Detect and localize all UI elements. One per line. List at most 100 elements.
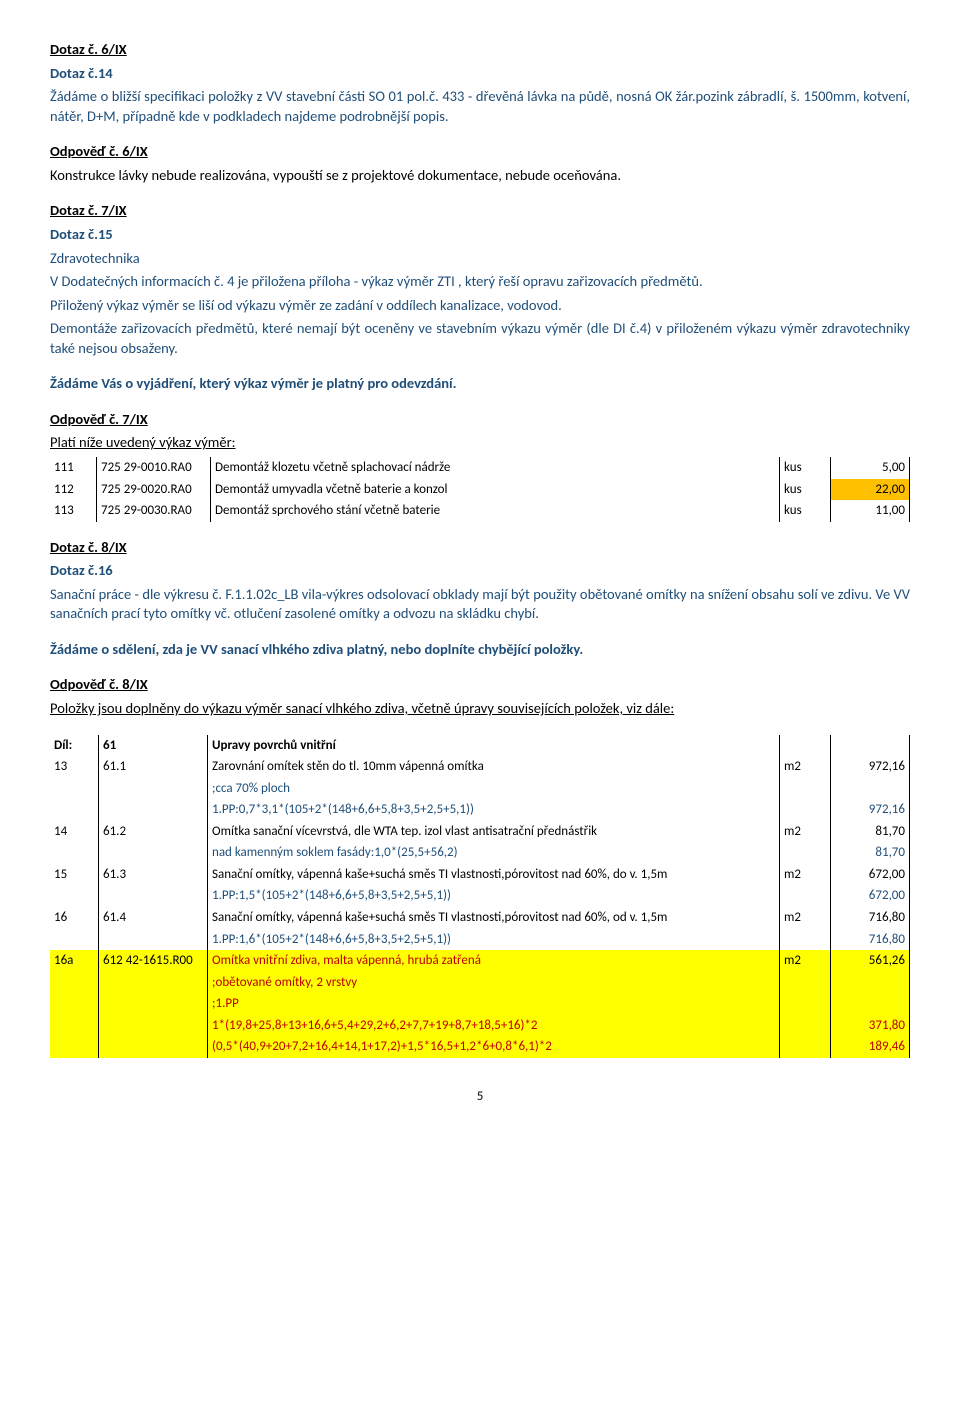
table-header: Díl:61Upravy povrchů vnitřní <box>50 735 910 757</box>
table-row: 113725 29-0030.RA0Demontáž sprchového st… <box>50 500 910 522</box>
table-row: 1.PP:0,7*3,1*(105+2*(148+6,6+5,8+3,5+2,5… <box>50 799 910 821</box>
row-val <box>831 993 910 1015</box>
row-unit: kus <box>780 479 831 501</box>
row-desc: 1.PP:1,6*(105+2*(148+6,6+5,8+3,5+2,5+5,1… <box>208 929 780 951</box>
question-7: Dotaz č. 7/IX Dotaz č.15 Zdravotechnika … <box>50 201 910 358</box>
row-val: 672,00 <box>831 864 910 886</box>
row-desc: 1*(19,8+25,8+13+16,6+5,4+29,2+6,2+7,7+19… <box>208 1015 780 1037</box>
table-row: 1561.3Sanační omítky, vápenná kaše+suchá… <box>50 864 910 886</box>
row-val: 561,26 <box>831 950 910 972</box>
row-desc: Demontáž umyvadla včetně baterie a konzo… <box>211 479 780 501</box>
row-val: 81,70 <box>831 821 910 843</box>
row-unit: kus <box>780 500 831 522</box>
row-val: 972,16 <box>831 799 910 821</box>
row-num: 16 <box>50 907 99 929</box>
row-code: 725 29-0010.RA0 <box>97 457 211 479</box>
table-row: 112725 29-0020.RA0Demontáž umyvadla včet… <box>50 479 910 501</box>
table-row: (0,5*(40,9+20+7,2+16,4+14,1+17,2)+1,5*16… <box>50 1036 910 1058</box>
row-val: 22,00 <box>831 479 910 501</box>
row-val: 5,00 <box>831 457 910 479</box>
table-row: ;obětované omítky, 2 vrstvy <box>50 972 910 994</box>
row-desc: 1.PP:0,7*3,1*(105+2*(148+6,6+5,8+3,5+2,5… <box>208 799 780 821</box>
row-unit: m2 <box>780 821 831 843</box>
row-desc: ;obětované omítky, 2 vrstvy <box>208 972 780 994</box>
q6-sub: Dotaz č.14 <box>50 64 910 84</box>
row-desc: Demontáž klozetu včetně splachovací nádr… <box>211 457 780 479</box>
row-desc: ;1.PP <box>208 993 780 1015</box>
row-val: 716,80 <box>831 907 910 929</box>
a8-sub: Položky jsou doplněny do výkazu výměr sa… <box>50 699 910 719</box>
row-unit: m2 <box>780 756 831 778</box>
row-val: 11,00 <box>831 500 910 522</box>
q8-sub: Dotaz č.16 <box>50 561 910 581</box>
row-desc: Demontáž sprchového stání včetně baterie <box>211 500 780 522</box>
table-row: nad kamenným soklem fasády:1,0*(25,5+56,… <box>50 842 910 864</box>
row-code: 725 29-0030.RA0 <box>97 500 211 522</box>
q6-title: Dotaz č. 6/IX <box>50 40 910 60</box>
row-code: 61.3 <box>99 864 208 886</box>
row-unit: m2 <box>780 950 831 972</box>
q7-body3: Demontáže zařizovacích předmětů, které n… <box>50 319 910 358</box>
row-val <box>831 972 910 994</box>
row-num: 112 <box>50 479 97 501</box>
q8-ask: Žádáme o sdělení, zda je VV sanací vlhké… <box>50 640 910 660</box>
row-unit: m2 <box>780 907 831 929</box>
row-val: 81,70 <box>831 842 910 864</box>
row-num: 15 <box>50 864 99 886</box>
row-desc: Omítka vnitřní zdiva, malta vápenná, hru… <box>208 950 780 972</box>
row-desc: Sanační omítky, vápenná kaše+suchá směs … <box>208 907 780 929</box>
question-8: Dotaz č. 8/IX Dotaz č.16 Sanační práce -… <box>50 538 910 624</box>
row-code: 61.1 <box>99 756 208 778</box>
row-desc: 1.PP:1,5*(105+2*(148+6,6+5,8+3,5+2,5+5,1… <box>208 885 780 907</box>
row-num: 13 <box>50 756 99 778</box>
q7-body2: Přiložený výkaz výměr se liší od výkazu … <box>50 296 910 316</box>
row-code: 612 42-1615.R00 <box>99 950 208 972</box>
table-row: 1361.1Zarovnání omítek stěn do tl. 10mm … <box>50 756 910 778</box>
table-vykaz-2: Díl:61Upravy povrchů vnitřní1361.1Zarovn… <box>50 735 910 1058</box>
row-val: 371,80 <box>831 1015 910 1037</box>
q7-zdrav: Zdravotechnika <box>50 249 910 269</box>
q7-ask: Žádáme Vás o vyjádření, který výkaz výmě… <box>50 374 910 394</box>
row-num: 14 <box>50 821 99 843</box>
row-val <box>831 778 910 800</box>
row-unit: m2 <box>780 864 831 886</box>
page-number: 5 <box>50 1088 910 1106</box>
table-vykaz-1: 111725 29-0010.RA0Demontáž klozetu včetn… <box>50 457 910 522</box>
a6-title: Odpověď č. 6/IX <box>50 142 910 162</box>
q7-sub: Dotaz č.15 <box>50 225 910 245</box>
row-num: 113 <box>50 500 97 522</box>
row-val: 716,80 <box>831 929 910 951</box>
table-row: 1461.2Omítka sanační vícevrstvá, dle WTA… <box>50 821 910 843</box>
row-desc: Omítka sanační vícevrstvá, dle WTA tep. … <box>208 821 780 843</box>
question-6: Dotaz č. 6/IX Dotaz č.14 Žádáme o bližší… <box>50 40 910 126</box>
table-row: 111725 29-0010.RA0Demontáž klozetu včetn… <box>50 457 910 479</box>
row-desc: ;cca 70% ploch <box>208 778 780 800</box>
dil-title: Upravy povrchů vnitřní <box>208 735 780 757</box>
answer-8: Odpověď č. 8/IX Položky jsou doplněny do… <box>50 675 910 718</box>
answer-6: Odpověď č. 6/IX Konstrukce lávky nebude … <box>50 142 910 185</box>
table-row: 1661.4Sanační omítky, vápenná kaše+suchá… <box>50 907 910 929</box>
row-val: 672,00 <box>831 885 910 907</box>
row-val: 189,46 <box>831 1036 910 1058</box>
q7-body1: V Dodatečných informacích č. 4 je přilož… <box>50 272 910 292</box>
q6-body: Žádáme o bližší specifikaci položky z VV… <box>50 87 910 126</box>
row-val: 972,16 <box>831 756 910 778</box>
q8-title: Dotaz č. 8/IX <box>50 538 910 558</box>
a7-sub: Platí níže uvedený výkaz výměr: <box>50 433 910 453</box>
row-num: 16a <box>50 950 99 972</box>
row-num: 111 <box>50 457 97 479</box>
a7-title: Odpověď č. 7/IX <box>50 410 910 430</box>
a8-title: Odpověď č. 8/IX <box>50 675 910 695</box>
dil-num: 61 <box>99 735 208 757</box>
dil-label: Díl: <box>50 735 99 757</box>
table-row: 1.PP:1,6*(105+2*(148+6,6+5,8+3,5+2,5+5,1… <box>50 929 910 951</box>
row-desc: nad kamenným soklem fasády:1,0*(25,5+56,… <box>208 842 780 864</box>
table-row: ;1.PP <box>50 993 910 1015</box>
answer-7: Odpověď č. 7/IX Platí níže uvedený výkaz… <box>50 410 910 522</box>
table-row: ;cca 70% ploch <box>50 778 910 800</box>
row-code: 725 29-0020.RA0 <box>97 479 211 501</box>
row-code: 61.2 <box>99 821 208 843</box>
q8-body: Sanační práce - dle výkresu č. F.1.1.02c… <box>50 585 910 624</box>
row-desc: Sanační omítky, vápenná kaše+suchá směs … <box>208 864 780 886</box>
row-unit: kus <box>780 457 831 479</box>
